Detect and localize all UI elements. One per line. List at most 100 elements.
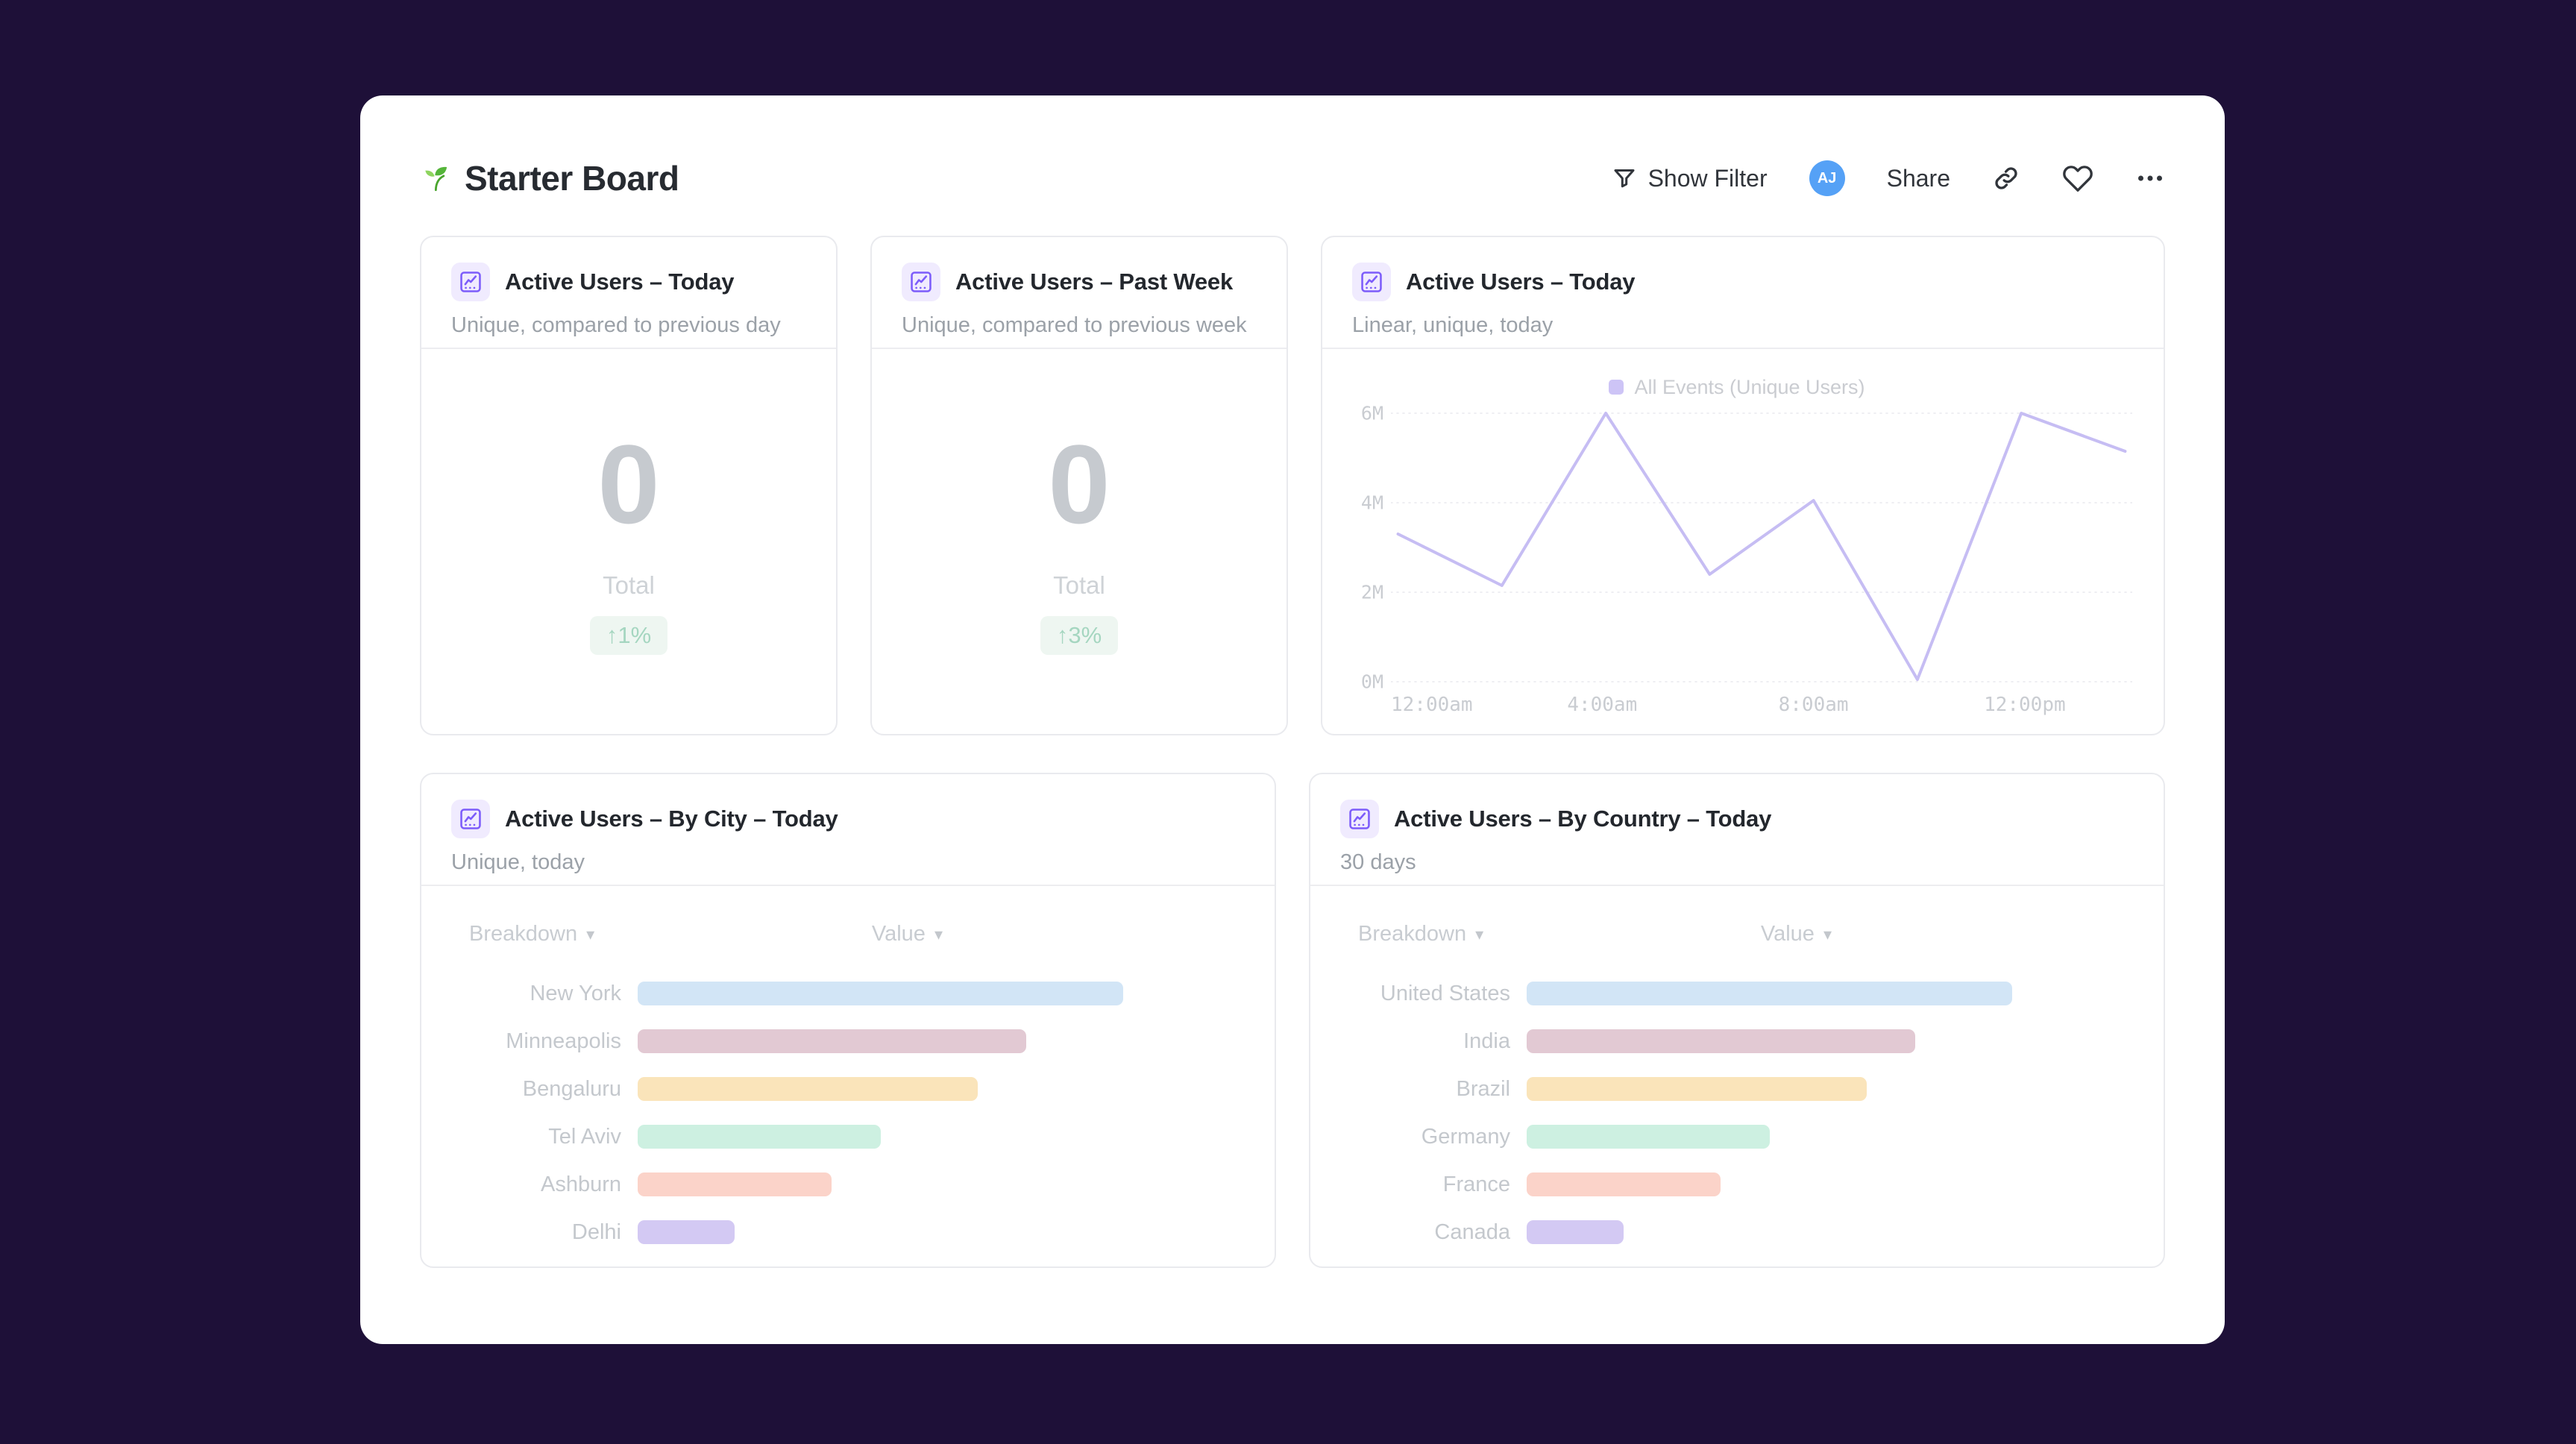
breakdown-label: Delhi (571, 1219, 621, 1244)
table-row[interactable]: United States (1340, 970, 2134, 1017)
header-actions: Show Filter AJ Share (1611, 160, 2165, 196)
card-title-row[interactable]: Active Users – Today (1352, 263, 2134, 301)
chart-type-icon (1352, 263, 1391, 301)
card-head: Active Users – By Country – Today 30 day… (1310, 774, 2164, 886)
card-title-row[interactable]: Active Users – By City – Today (451, 800, 1245, 838)
dropdown-arrow-icon: ▾ (586, 924, 595, 944)
dropdown-arrow-icon: ▾ (934, 924, 943, 944)
x-axis-labels: 12:00am 4:00am 8:00am 12:00pm (1391, 686, 2132, 723)
breakdown-label: Ashburn (540, 1172, 621, 1196)
y-tick: 2M (1360, 581, 1383, 603)
cards-row-1: Active Users – Today Unique, compared to… (420, 236, 2165, 735)
value-bar-area (638, 1029, 1245, 1053)
card-subtitle: 30 days (1340, 850, 1416, 874)
card-head: Active Users – Past Week Unique, compare… (872, 237, 1287, 349)
value-bar (638, 1173, 832, 1196)
show-filter-button[interactable]: Show Filter (1611, 165, 1768, 192)
value-bar (1527, 1125, 1770, 1149)
column-value[interactable]: Value ▾ (871, 922, 943, 946)
value-bar-area (638, 1125, 1245, 1149)
kpi-value: 0 (597, 421, 660, 547)
breakdown-label: United States (1380, 981, 1510, 1005)
table-columns: Breakdown ▾ Value ▾ (1340, 922, 2134, 953)
card-active-users-past-week: Active Users – Past Week Unique, compare… (870, 236, 1288, 735)
value-bar (638, 982, 1124, 1005)
value-bar-area (1527, 1173, 2134, 1196)
card-title-row[interactable]: Active Users – Today (451, 263, 806, 301)
breakdown-label: Germany (1421, 1124, 1510, 1149)
card-active-users-today-chart: Active Users – Today Linear, unique, tod… (1321, 236, 2165, 735)
table-row[interactable]: Brazil (1340, 1065, 2134, 1113)
cards-row-2: Active Users – By City – Today Unique, t… (420, 773, 2165, 1268)
change-badge: ↑3% (1040, 616, 1119, 655)
value-bar (1527, 982, 2013, 1005)
table-row[interactable]: Ashburn (451, 1161, 1245, 1208)
share-button[interactable]: Share (1887, 165, 1950, 192)
favorite-button[interactable] (2062, 163, 2093, 194)
value-bar (638, 1220, 735, 1244)
card-subtitle: Unique, today (451, 850, 585, 874)
series-line (1398, 413, 2126, 679)
value-bar (638, 1125, 881, 1149)
value-bar (638, 1077, 978, 1101)
show-filter-label: Show Filter (1647, 164, 1768, 192)
breakdown-label: Brazil (1456, 1076, 1510, 1101)
breakdown-label: New York (530, 981, 621, 1005)
line-chart-plot (1391, 409, 2132, 686)
more-options-button[interactable] (2135, 163, 2165, 193)
card-title: Active Users – By Country – Today (1394, 806, 1772, 832)
x-tick: 12:00am (1391, 694, 1473, 716)
column-breakdown[interactable]: Breakdown ▾ (1358, 922, 1484, 946)
value-bar-area (1527, 1220, 2134, 1244)
legend-swatch (1609, 380, 1624, 395)
x-tick: 4:00am (1567, 694, 1638, 716)
card-subtitle: Unique, compared to previous week (902, 313, 1247, 337)
page-title: Starter Board (465, 159, 679, 198)
chart-type-icon (451, 800, 490, 838)
link-icon (1995, 167, 2017, 189)
kpi-label: Total (603, 571, 655, 599)
card-head: Active Users – By City – Today Unique, t… (421, 774, 1275, 886)
breakdown-rows: United States India Brazil Germany France Can… (1340, 970, 2134, 1256)
kpi-value: 0 (1048, 421, 1110, 547)
table-row[interactable]: New York (451, 970, 1245, 1017)
table-row[interactable]: Bengaluru (451, 1065, 1245, 1113)
breakdown-rows: New York Minneapolis Bengaluru Tel Aviv Ashb… (451, 970, 1245, 1256)
card-title: Active Users – Today (1406, 269, 1636, 295)
copy-link-button[interactable] (1992, 164, 2020, 192)
chart-type-icon (451, 263, 490, 301)
column-value[interactable]: Value ▾ (1760, 922, 1832, 946)
x-tick: 8:00am (1778, 694, 1849, 716)
table-row[interactable]: Canada (1340, 1208, 2134, 1256)
dashboard-panel: Starter Board Show Filter AJ Share (360, 95, 2225, 1344)
avatar[interactable]: AJ (1809, 160, 1845, 196)
card-head: Active Users – Today Unique, compared to… (421, 237, 836, 349)
board-title: Starter Board (420, 158, 679, 198)
card-title: Active Users – By City – Today (505, 806, 838, 832)
seedling-icon (425, 166, 447, 192)
card-title-row[interactable]: Active Users – Past Week (902, 263, 1257, 301)
x-tick: 12:00pm (1984, 694, 2066, 716)
value-bar-area (1527, 1125, 2134, 1149)
breakdown-table: Breakdown ▾ Value ▾ United States India Br… (1310, 886, 2164, 1256)
table-row[interactable]: Minneapolis (451, 1017, 1245, 1065)
table-row[interactable]: France (1340, 1161, 2134, 1208)
filter-icon (1614, 169, 1635, 188)
breakdown-label: Tel Aviv (548, 1124, 621, 1149)
card-title-row[interactable]: Active Users – By Country – Today (1340, 800, 2134, 838)
table-row[interactable]: Delhi (451, 1208, 1245, 1256)
card-title: Active Users – Past Week (955, 269, 1234, 295)
table-row[interactable]: Germany (1340, 1113, 2134, 1161)
value-bar-area (638, 982, 1245, 1005)
table-row[interactable]: Tel Aviv (451, 1113, 1245, 1161)
breakdown-label: France (1442, 1172, 1510, 1196)
value-bar (1527, 1173, 1721, 1196)
y-tick: 6M (1360, 402, 1383, 424)
chart-legend[interactable]: All Events (Unique Users) (1342, 365, 2132, 409)
column-breakdown[interactable]: Breakdown ▾ (469, 922, 595, 946)
share-label: Share (1886, 164, 1950, 192)
table-row[interactable]: India (1340, 1017, 2134, 1065)
value-bar-area (638, 1173, 1245, 1196)
ellipsis-icon (2138, 175, 2162, 181)
